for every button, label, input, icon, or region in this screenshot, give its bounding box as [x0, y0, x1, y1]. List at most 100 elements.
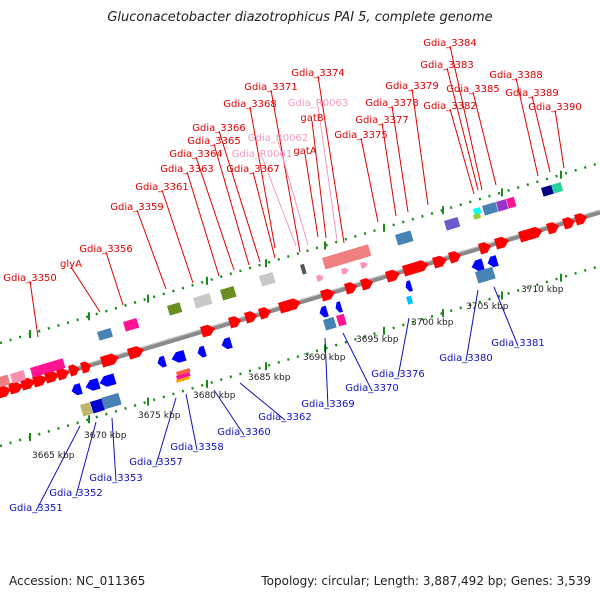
forward-gene-label-gdia-3374: Gdia_3374 — [291, 68, 344, 79]
gene-forward-arrow — [68, 364, 80, 377]
forward-gene-leader — [270, 89, 301, 253]
gene-reverse-arrow — [171, 349, 187, 363]
gene-reverse-arrow — [197, 345, 207, 358]
gene-forward-box — [496, 199, 509, 212]
reverse-gene-leader — [35, 425, 81, 512]
gene-forward-arrow — [278, 298, 301, 314]
forward-gene-label-gdia-3367: Gdia_3367 — [226, 164, 279, 175]
forward-gene-label-gdia-3363: Gdia_3363 — [160, 164, 213, 175]
gene-reverse-box — [475, 266, 496, 284]
scale-label: 3705 kbp — [466, 302, 509, 312]
forward-gene-label-gdia-3366: Gdia_3366 — [192, 123, 245, 134]
gene-reverse-box — [90, 398, 105, 414]
reverse-gene-label-gdia-3381: Gdia_3381 — [491, 338, 544, 349]
gene-forward-box — [482, 201, 499, 216]
forward-gene-leader — [449, 108, 475, 195]
reverse-gene-leader — [493, 286, 519, 347]
forward-gene-label-gdia-3388: Gdia_3388 — [489, 70, 542, 81]
reverse-gene-leader — [465, 289, 479, 362]
forward-gene-label-gdia-3368: Gdia_3368 — [223, 99, 276, 110]
rna-leader — [261, 156, 297, 247]
gene-forward-box — [472, 212, 482, 220]
forward-gene-leader — [360, 137, 379, 223]
reverse-gene-label-gdia-3357: Gdia_3357 — [129, 457, 182, 468]
scale-label: 3700 kbp — [411, 318, 454, 328]
reverse-gene-label-gdia-3358: Gdia_3358 — [170, 442, 223, 453]
reverse-gene-leader — [75, 421, 97, 497]
gene-forward-arrow — [320, 288, 335, 302]
gene-reverse-box — [80, 402, 94, 417]
rna-leader — [317, 105, 338, 241]
scale-label: 3710 kbp — [521, 285, 564, 295]
gene-forward-arrow — [574, 213, 588, 226]
gene-forward-arrow — [244, 311, 258, 324]
gene-forward-box — [322, 244, 372, 270]
gene-labels: 3665 kbp 3670 kbp 3675 kbp 3680 kbp 3685 kbp… — [3, 38, 581, 514]
reverse-gene-label-gdia-3351: Gdia_3351 — [9, 503, 62, 514]
forward-gene-leader — [29, 280, 39, 338]
gene-forward-box — [29, 358, 66, 378]
gene-forward-arrow — [20, 377, 35, 391]
forward-gene-label-gdia-3365: Gdia_3365 — [187, 136, 240, 147]
gene-forward-arrow — [494, 236, 509, 250]
forward-gene-label-gatb: gatB — [300, 113, 323, 124]
label-leaders — [29, 45, 565, 512]
forward-gene-label-gdia-3382: Gdia_3382 — [423, 101, 476, 112]
gene-forward-arrow — [562, 217, 576, 230]
forward-gene-leader — [311, 120, 327, 239]
reverse-gene-leader — [342, 332, 373, 392]
gene-reverse-arrow — [157, 355, 167, 368]
gene-forward-arrow — [360, 278, 374, 291]
gene-forward-box — [395, 230, 414, 246]
reverse-gene-label-gdia-3352: Gdia_3352 — [49, 488, 102, 499]
reverse-gene-leader — [213, 389, 245, 436]
map-title: Gluconacetobacter diazotrophicus PAI 5, … — [107, 10, 493, 25]
gene-reverse-arrow — [221, 337, 233, 350]
gene-forward-box — [192, 293, 213, 309]
forward-gene-leader — [531, 95, 551, 173]
gene-reverse-arrow — [487, 255, 499, 268]
gene-forward-arrow — [432, 255, 447, 269]
forward-gene-leader — [391, 105, 409, 213]
forward-gene-leader — [213, 143, 250, 266]
gene-forward-box — [259, 271, 276, 287]
reverse-gene-label-gdia-3353: Gdia_3353 — [89, 473, 142, 484]
forward-gene-leader — [136, 209, 167, 290]
forward-gene-label-glya: glyA — [60, 259, 82, 270]
gene-forward-box — [0, 374, 11, 388]
forward-gene-label-gdia-3377: Gdia_3377 — [355, 115, 408, 126]
gene-reverse-arrow — [471, 258, 485, 271]
gene-forward-box — [220, 285, 237, 301]
rna-feature — [316, 274, 324, 282]
forward-gene-label-gdia-3350: Gdia_3350 — [3, 273, 56, 284]
forward-gene-label-gdia-3379: Gdia_3379 — [385, 81, 438, 92]
gene-forward-arrow — [56, 368, 70, 381]
reverse-gene-leader — [397, 317, 410, 378]
gene-forward-box — [472, 206, 482, 215]
gene-forward-box — [167, 302, 183, 316]
forward-gene-label-gdia-3389: Gdia_3389 — [505, 88, 558, 99]
reverse-gene-label-gdia-3362: Gdia_3362 — [258, 412, 311, 423]
forward-gene-leader — [472, 91, 497, 186]
gene-forward-arrow — [0, 385, 11, 399]
gene-reverse-arrow — [71, 383, 83, 396]
forward-gene-label-gdia-3378: Gdia_3378 — [365, 98, 418, 109]
gene-forward-arrow — [448, 251, 462, 264]
forward-gene-label-gdia-3356: Gdia_3356 — [79, 244, 132, 255]
gene-forward-arrow — [127, 346, 144, 360]
forward-gene-leader — [195, 156, 235, 271]
reverse-gene-leader — [185, 393, 198, 451]
rna-label-gdia-r0061: Gdia_R0061 — [232, 149, 292, 160]
forward-gene-leader — [105, 251, 124, 306]
forward-gene-leader — [161, 189, 194, 284]
reverse-gene-leader — [155, 397, 177, 466]
reverse-gene-leader — [239, 382, 286, 421]
gene-reverse-arrow — [85, 377, 101, 391]
rna-leader — [277, 140, 309, 246]
gene-forward-box — [551, 182, 564, 194]
scale-label: 3665 kbp — [32, 451, 75, 461]
scale-label: 3685 kbp — [248, 373, 291, 383]
forward-gene-leader — [186, 171, 220, 277]
gene-reverse-box — [176, 371, 191, 380]
forward-gene-label-gdia-3359: Gdia_3359 — [110, 202, 163, 213]
